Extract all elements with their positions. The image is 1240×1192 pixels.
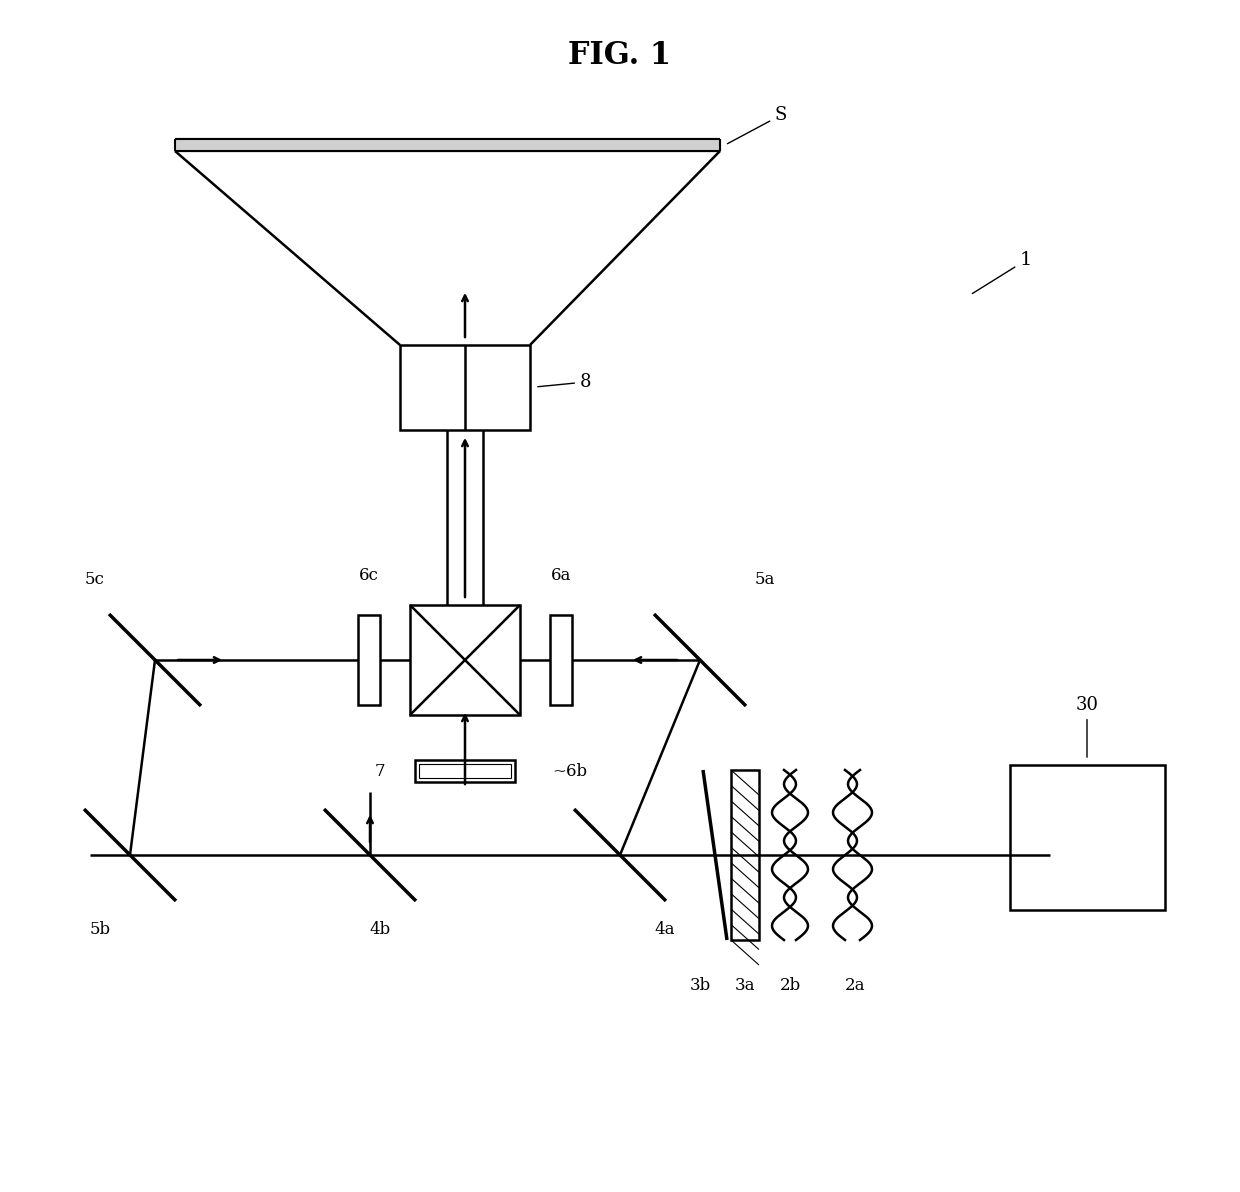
- Text: 4a: 4a: [655, 921, 676, 938]
- Bar: [415, 760, 515, 782]
- Text: 5a: 5a: [755, 571, 775, 589]
- Bar: [410, 606, 520, 715]
- Text: 3a: 3a: [735, 976, 755, 993]
- Text: 2b: 2b: [780, 976, 801, 993]
- Text: 8: 8: [538, 373, 591, 391]
- Bar: [419, 764, 511, 778]
- Text: S: S: [728, 106, 787, 144]
- Bar: [732, 770, 759, 940]
- Text: FIG. 1: FIG. 1: [568, 39, 672, 70]
- Text: ~6b: ~6b: [553, 763, 588, 780]
- Text: 2a: 2a: [844, 976, 866, 993]
- Text: 5b: 5b: [89, 921, 110, 938]
- Bar: [401, 344, 529, 430]
- Text: 5c: 5c: [86, 571, 105, 589]
- Text: 7: 7: [374, 763, 386, 780]
- Text: 30: 30: [1075, 696, 1099, 757]
- Text: 1: 1: [972, 252, 1033, 293]
- Bar: [1011, 765, 1166, 909]
- Polygon shape: [175, 139, 720, 151]
- Text: 3b: 3b: [689, 976, 711, 993]
- Text: 6c: 6c: [360, 566, 379, 584]
- Bar: [551, 615, 572, 704]
- Text: 4b: 4b: [370, 921, 391, 938]
- Bar: [358, 615, 379, 704]
- Text: 6a: 6a: [551, 566, 572, 584]
